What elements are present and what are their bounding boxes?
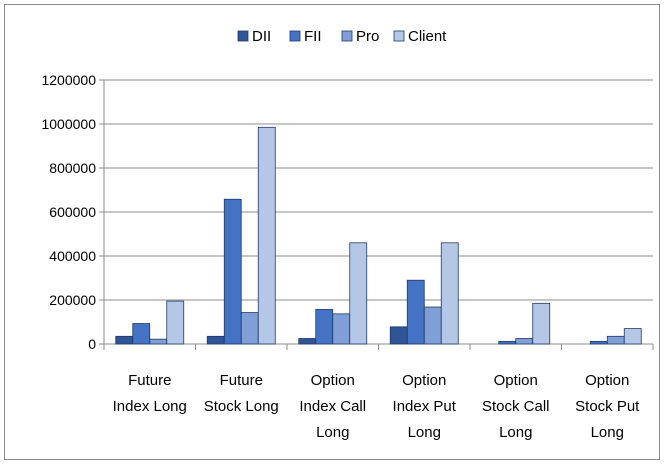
x-category-label: Long [408,424,441,441]
x-category-label: Long [591,424,624,441]
x-category-label: Stock Call [482,398,550,415]
bars [115,126,642,345]
bar-client [166,300,185,345]
bar-pro [423,306,442,345]
bar-dii [206,335,225,345]
bar-pro [240,312,259,345]
y-tick-label: 0 [88,336,96,352]
x-axis: Future Index Long Future Stock Long Option In… [103,344,654,441]
bar-dii [389,326,408,345]
y-tick-label: 600000 [49,204,96,220]
bar-pro [515,338,534,345]
y-tick-label: 400000 [49,248,96,264]
bar-fii [223,198,242,345]
x-category-label: Future [220,372,263,389]
bar-dii [298,338,317,345]
legend-label-pro: Pro [356,28,379,45]
y-tick-label: 1200000 [41,72,96,88]
bar-dii [115,335,134,345]
y-tick-label: 1000000 [41,116,96,132]
x-category-label: Stock Put [575,398,640,415]
bar-pro [332,313,351,345]
legend-label-fii: FII [304,28,322,45]
x-category-label: Option [402,372,446,389]
legend-swatch-client [393,30,405,42]
bar-pro [149,338,168,345]
y-tick-label: 800000 [49,160,96,176]
bar-client [532,302,551,345]
bar-client [440,242,459,345]
x-category-label: Option [585,372,629,389]
bar-pro [606,335,625,345]
x-category-label: Index Call [299,398,366,415]
legend: DII FII Pro Client [237,28,447,45]
legend-swatch-dii [237,30,249,42]
gridlines [104,79,653,345]
x-category-label: Stock Long [204,398,279,415]
legend-label-client: Client [408,28,447,45]
bar-fii [406,279,425,345]
bar-fii [132,323,151,345]
x-category-label: Index Put [393,398,457,415]
legend-label-dii: DII [252,28,271,45]
x-category-label: Option [494,372,538,389]
x-category-label: Future [128,372,171,389]
bar-fii [498,340,517,345]
bar-client [257,126,276,345]
bar-fii [315,309,334,345]
legend-swatch-pro [341,30,353,42]
bar-client [623,328,642,345]
y-axis: 1200000 1000000 800000 600000 400000 200000 0 [41,72,105,352]
y-tick-label: 200000 [49,292,96,308]
bar-client [349,242,368,345]
x-category-label: Long [316,424,349,441]
x-category-label: Option [311,372,355,389]
legend-swatch-fii [289,30,301,42]
x-category-label: Index Long [113,398,187,415]
bar-fii [589,340,608,345]
x-category-label: Long [499,424,532,441]
